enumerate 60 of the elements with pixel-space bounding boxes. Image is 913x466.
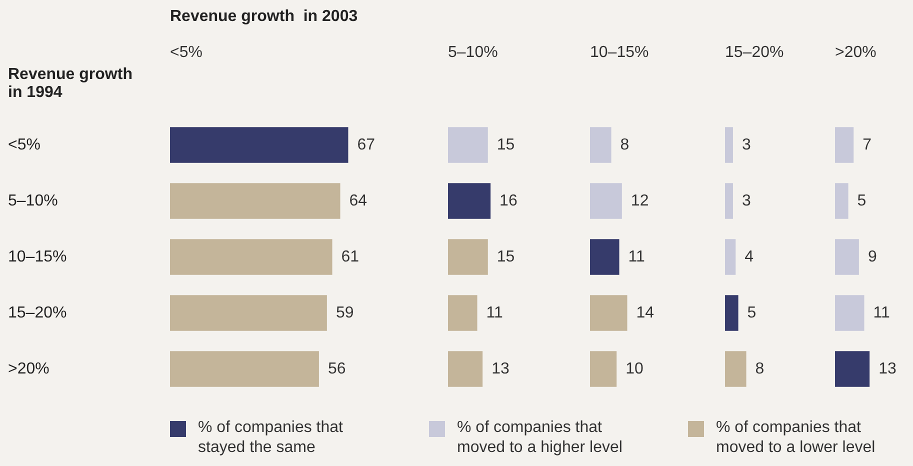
data-label: 8 (755, 360, 764, 378)
y-tick-label: 10–15% (8, 248, 67, 266)
y-tick-label: <5% (8, 136, 40, 154)
bar (448, 183, 491, 219)
bar (590, 183, 622, 219)
data-label: 5 (747, 304, 756, 322)
data-label: 15 (496, 248, 515, 266)
data-label: 4 (744, 248, 754, 266)
data-label: 11 (873, 304, 890, 322)
bar (590, 351, 617, 387)
bar (725, 351, 746, 387)
data-label: 61 (341, 248, 360, 266)
data-label: 3 (742, 136, 751, 154)
legend-label: % of companies that stayed the same (198, 418, 344, 458)
chart-subtitle: <5% (170, 44, 202, 62)
data-label: 7 (862, 136, 872, 154)
chart-subtitle: 5–10% (448, 44, 498, 62)
data-label: 10 (626, 360, 644, 378)
data-label: 59 (336, 304, 354, 322)
bar (448, 127, 488, 163)
legend-label: % of companies that moved to a lower level (716, 418, 876, 458)
data-label: 12 (630, 192, 649, 210)
data-label: 67 (357, 136, 376, 154)
data-label: 64 (349, 192, 368, 210)
bar (448, 295, 478, 331)
bar (590, 295, 628, 331)
data-label: 13 (878, 360, 896, 378)
data-label: 11 (486, 304, 503, 322)
chart-subtitle: 15–20% (725, 44, 784, 62)
data-label: 15 (496, 136, 515, 154)
bar (835, 183, 848, 219)
bar (448, 239, 488, 275)
data-label: 13 (492, 360, 510, 378)
data-label: 11 (628, 248, 645, 266)
legend-label: % of companies that moved to a higher level (457, 418, 624, 458)
bar (835, 239, 859, 275)
data-label: 5 (857, 192, 866, 210)
y-tick-label: >20% (8, 360, 50, 378)
bar (448, 351, 483, 387)
chart-title: Revenue growth in 2003 (170, 8, 358, 26)
bar (835, 351, 870, 387)
y-axis-title: Revenue growth in 1994 (8, 66, 134, 102)
data-label: 3 (742, 192, 751, 210)
bar (590, 239, 620, 275)
data-label: 9 (868, 248, 877, 266)
bar (725, 127, 733, 163)
y-tick-label: 5–10% (8, 192, 58, 210)
bar (590, 127, 612, 163)
data-label: 56 (328, 360, 346, 378)
data-label: 16 (500, 192, 518, 210)
bar (725, 239, 736, 275)
chart-subtitle: 10–15% (590, 44, 649, 62)
bar (725, 295, 738, 331)
data-label: 8 (620, 136, 630, 154)
data-label: 14 (636, 304, 654, 322)
bar (835, 295, 864, 331)
chart-subtitle: >20% (835, 44, 876, 62)
bar (725, 183, 733, 219)
bar (835, 127, 854, 163)
y-tick-label: 15–20% (8, 304, 67, 322)
